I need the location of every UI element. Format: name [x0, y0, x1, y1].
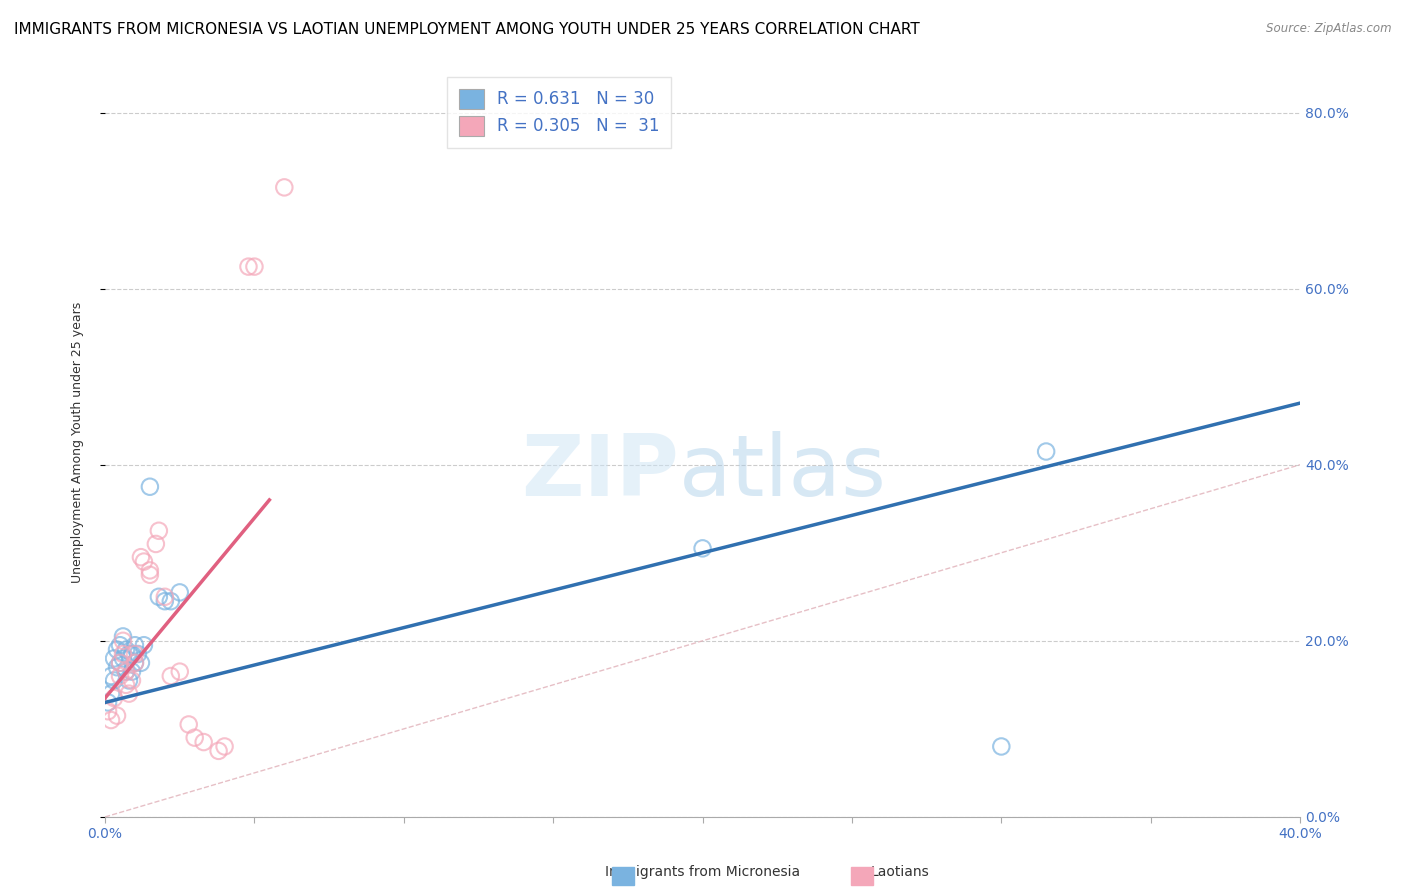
Point	[132, 555, 155, 569]
Point	[124, 647, 146, 661]
Point	[118, 647, 141, 661]
Point	[153, 594, 176, 608]
Point	[111, 633, 134, 648]
Point	[121, 665, 143, 679]
Point	[100, 687, 122, 701]
Point	[100, 669, 122, 683]
Point	[105, 660, 128, 674]
Point	[124, 638, 146, 652]
Point	[139, 480, 162, 494]
Y-axis label: Unemployment Among Youth under 25 years: Unemployment Among Youth under 25 years	[72, 302, 84, 583]
Point	[103, 691, 125, 706]
Legend: R = 0.631   N = 30, R = 0.305   N =  31: R = 0.631 N = 30, R = 0.305 N = 31	[447, 77, 671, 147]
Text: ZIP: ZIP	[522, 431, 679, 514]
Point	[105, 642, 128, 657]
Point	[169, 585, 191, 599]
Text: Laotians: Laotians	[870, 865, 929, 879]
Point	[108, 656, 131, 670]
Point	[121, 647, 143, 661]
Text: Immigrants from Micronesia: Immigrants from Micronesia	[606, 865, 800, 879]
Point	[118, 687, 141, 701]
Text: atlas: atlas	[679, 431, 887, 514]
Point	[108, 638, 131, 652]
Point	[97, 704, 120, 718]
Point	[183, 731, 205, 745]
Point	[193, 735, 215, 749]
Point	[97, 695, 120, 709]
Point	[159, 669, 181, 683]
Point	[124, 656, 146, 670]
Point	[129, 550, 152, 565]
Point	[692, 541, 714, 556]
Point	[105, 708, 128, 723]
Point	[121, 673, 143, 688]
Point	[115, 665, 138, 679]
Point	[238, 260, 260, 274]
Text: Source: ZipAtlas.com: Source: ZipAtlas.com	[1267, 22, 1392, 36]
Point	[103, 673, 125, 688]
Point	[148, 590, 170, 604]
Point	[148, 524, 170, 538]
Point	[103, 651, 125, 665]
Point	[214, 739, 236, 754]
Point	[129, 656, 152, 670]
Point	[115, 642, 138, 657]
Point	[139, 563, 162, 577]
Point	[159, 594, 181, 608]
Point	[127, 647, 149, 661]
Text: IMMIGRANTS FROM MICRONESIA VS LAOTIAN UNEMPLOYMENT AMONG YOUTH UNDER 25 YEARS CO: IMMIGRANTS FROM MICRONESIA VS LAOTIAN UN…	[14, 22, 920, 37]
Point	[100, 713, 122, 727]
Point	[111, 647, 134, 661]
Point	[145, 537, 167, 551]
Point	[243, 260, 266, 274]
Point	[108, 656, 131, 670]
Point	[169, 665, 191, 679]
Point	[207, 744, 229, 758]
Point	[118, 673, 141, 688]
Point	[124, 656, 146, 670]
Point	[990, 739, 1012, 754]
Point	[111, 651, 134, 665]
Point	[273, 180, 295, 194]
Point	[111, 629, 134, 643]
Point	[139, 567, 162, 582]
Point	[115, 665, 138, 679]
Point	[153, 590, 176, 604]
Point	[108, 669, 131, 683]
Point	[1035, 444, 1057, 458]
Point	[132, 638, 155, 652]
Point	[115, 678, 138, 692]
Point	[177, 717, 200, 731]
